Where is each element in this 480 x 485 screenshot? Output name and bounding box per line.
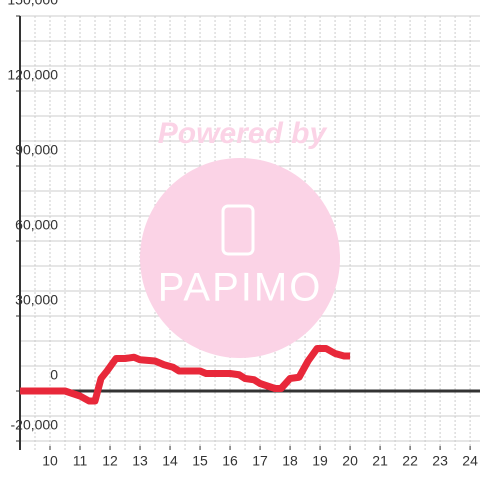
x-tick-label: 19 (312, 453, 328, 469)
y-tick-label: 120,000 (7, 67, 58, 83)
watermark-logo: PAPIMO (158, 266, 323, 310)
y-tick-label: 150,000 (7, 0, 58, 8)
x-tick-label: 21 (372, 453, 388, 469)
x-tick-label: 10 (42, 453, 58, 469)
x-tick-label: 16 (222, 453, 238, 469)
y-tick-label: -20,000 (11, 417, 59, 433)
watermark-text: Powered by (158, 117, 328, 150)
x-tick-label: 14 (162, 453, 178, 469)
x-tick-label: 18 (282, 453, 298, 469)
watermark-circle (140, 158, 340, 358)
y-tick-label: 60,000 (15, 217, 58, 233)
x-tick-label: 20 (342, 453, 358, 469)
x-tick-label: 12 (102, 453, 118, 469)
y-tick-label: 30,000 (15, 292, 58, 308)
x-tick-label: 23 (432, 453, 448, 469)
watermark-phone (221, 204, 255, 256)
x-tick-label: 11 (73, 453, 88, 469)
x-tick-label: 13 (132, 453, 148, 469)
x-tick-label: 17 (252, 453, 268, 469)
y-tick-label: 0 (50, 367, 58, 383)
x-tick-label: 15 (192, 453, 208, 469)
y-tick-label: 90,000 (15, 142, 58, 158)
x-tick-label: 24 (462, 453, 478, 469)
data-line (20, 345, 351, 405)
x-tick-label: 22 (402, 453, 418, 469)
